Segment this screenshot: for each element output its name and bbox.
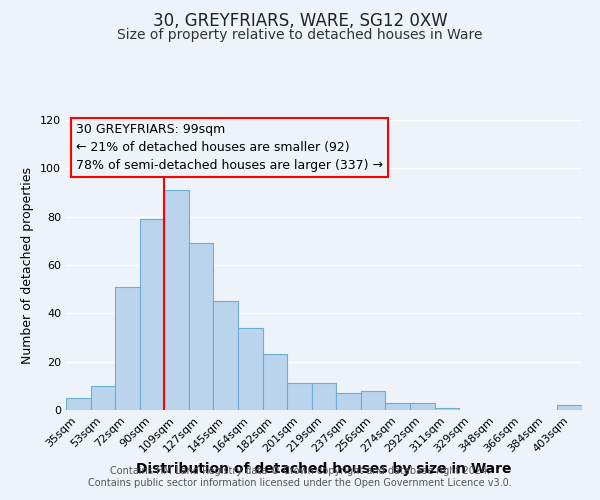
Bar [263,354,287,410]
Bar [164,190,189,410]
Text: 30, GREYFRIARS, WARE, SG12 0XW: 30, GREYFRIARS, WARE, SG12 0XW [152,12,448,30]
Bar [214,301,238,410]
Bar [410,403,434,410]
Y-axis label: Number of detached properties: Number of detached properties [22,166,34,364]
Bar [361,390,385,410]
Bar [140,219,164,410]
Bar [189,244,214,410]
Bar [115,287,140,410]
Text: 30 GREYFRIARS: 99sqm
← 21% of detached houses are smaller (92)
78% of semi-detac: 30 GREYFRIARS: 99sqm ← 21% of detached h… [76,123,383,172]
Bar [312,384,336,410]
Bar [238,328,263,410]
X-axis label: Distribution of detached houses by size in Ware: Distribution of detached houses by size … [136,462,512,476]
Bar [385,403,410,410]
Bar [66,398,91,410]
Text: Contains HM Land Registry data © Crown copyright and database right 2024.
Contai: Contains HM Land Registry data © Crown c… [88,466,512,487]
Text: Size of property relative to detached houses in Ware: Size of property relative to detached ho… [117,28,483,42]
Bar [336,393,361,410]
Bar [287,384,312,410]
Bar [557,405,582,410]
Bar [434,408,459,410]
Bar [91,386,115,410]
